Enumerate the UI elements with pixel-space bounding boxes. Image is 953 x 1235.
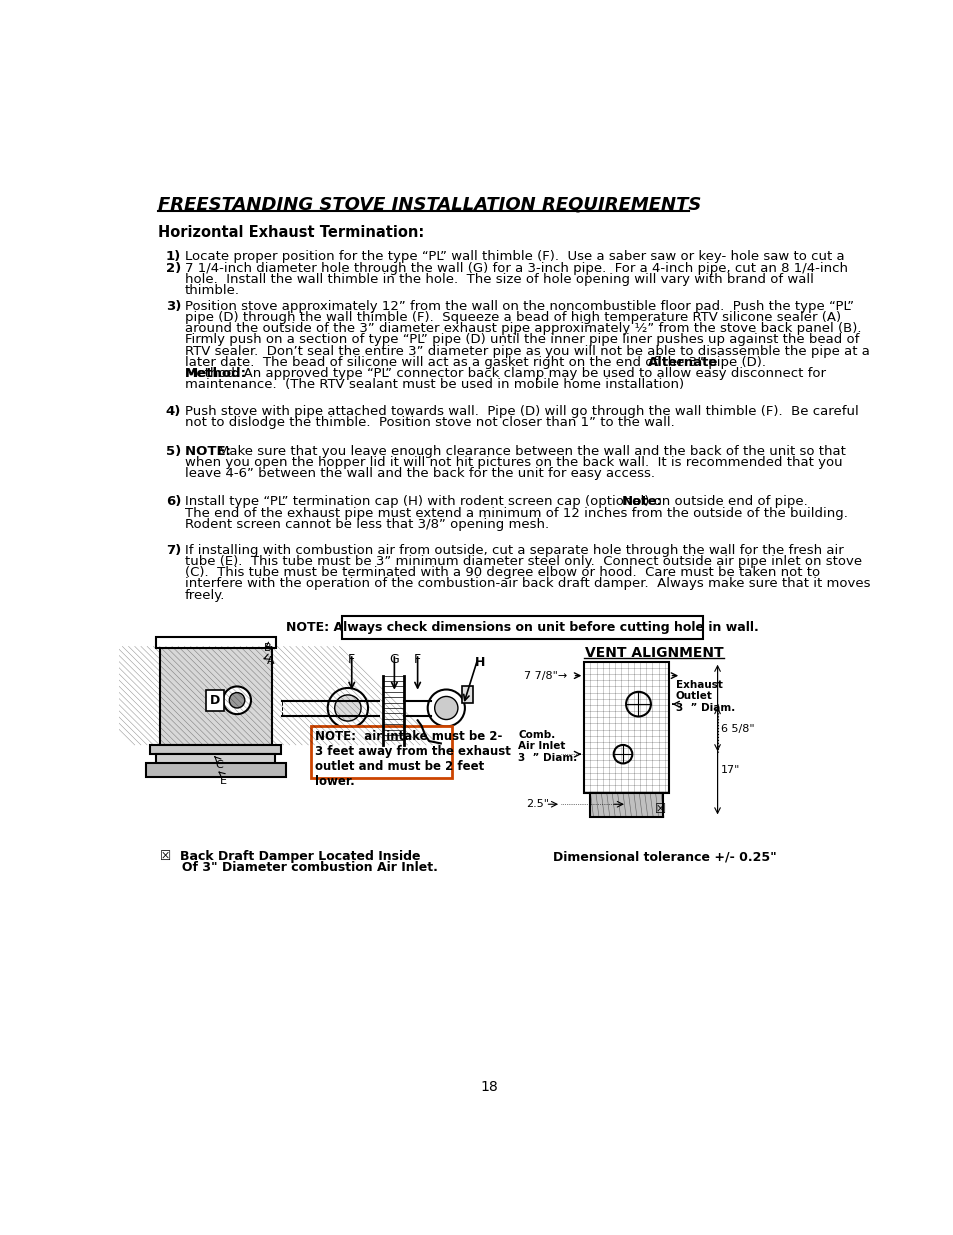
Text: Firmly push on a section of type “PL” pipe (D) until the inner pipe liner pushes: Firmly push on a section of type “PL” pi…	[185, 333, 859, 346]
Text: Make sure that you leave enough clearance between the wall and the back of the u: Make sure that you leave enough clearanc…	[218, 445, 845, 458]
Text: ☒  Back Draft Damper Located Inside: ☒ Back Draft Damper Located Inside	[159, 851, 419, 863]
Text: A: A	[266, 656, 274, 666]
Text: C: C	[215, 761, 223, 771]
Text: Dimensional tolerance +/- 0.25": Dimensional tolerance +/- 0.25"	[553, 851, 776, 863]
Text: NOTE: Always check dimensions on unit before cutting hole in wall.: NOTE: Always check dimensions on unit be…	[286, 621, 759, 634]
Circle shape	[223, 687, 251, 714]
Text: 6 5/8": 6 5/8"	[720, 724, 754, 734]
Text: Of 3" Diameter combustion Air Inlet.: Of 3" Diameter combustion Air Inlet.	[159, 861, 437, 874]
Text: F: F	[348, 652, 355, 666]
Text: F: F	[414, 652, 420, 666]
Text: H: H	[474, 656, 484, 669]
Circle shape	[435, 697, 457, 720]
Text: RTV sealer.  Don’t seal the entire 3” diameter pipe as you will not be able to d: RTV sealer. Don’t seal the entire 3” dia…	[185, 345, 869, 358]
Text: tube (E).  This tube must be 3” minimum diameter steel only.  Connect outside ai: tube (E). This tube must be 3” minimum d…	[185, 556, 862, 568]
Text: If installing with combustion air from outside, cut a separate hole through the : If installing with combustion air from o…	[185, 543, 843, 557]
Text: 5): 5)	[166, 445, 181, 458]
Text: 7 7/8"→: 7 7/8"→	[523, 671, 566, 680]
Text: D: D	[210, 694, 220, 706]
Text: Note:: Note:	[620, 495, 661, 509]
Text: Horizontal Exhaust Termination:: Horizontal Exhaust Termination:	[158, 225, 424, 240]
Text: Locate proper position for the type “PL” wall thimble (F).  Use a saber saw or k: Locate proper position for the type “PL”…	[185, 249, 843, 263]
Bar	[146, 763, 286, 777]
Text: FREESTANDING STOVE INSTALLATION REQUIREMENTS: FREESTANDING STOVE INSTALLATION REQUIREM…	[158, 196, 700, 214]
Text: freely.: freely.	[185, 589, 225, 601]
Text: 1): 1)	[166, 249, 181, 263]
Text: 7): 7)	[166, 543, 181, 557]
Text: 7 1/4-inch diameter hole through the wall (G) for a 3-inch pipe.  For a 4-inch p: 7 1/4-inch diameter hole through the wal…	[185, 262, 847, 275]
Circle shape	[229, 693, 245, 708]
Text: Install type “PL” termination cap (H) with rodent screen cap (optional) on outsi: Install type “PL” termination cap (H) wi…	[185, 495, 816, 509]
Text: thimble.: thimble.	[185, 284, 240, 298]
Circle shape	[625, 692, 650, 716]
Text: 4): 4)	[166, 405, 181, 417]
Text: G: G	[389, 652, 399, 666]
Bar	[156, 755, 274, 764]
Circle shape	[427, 689, 464, 726]
Text: interfere with the operation of the combustion-air back draft damper.  Always ma: interfere with the operation of the comb…	[185, 578, 870, 590]
Text: not to dislodge the thimble.  Position stove not closer than 1” to the wall.: not to dislodge the thimble. Position st…	[185, 416, 674, 429]
Bar	[583, 662, 669, 793]
Bar	[150, 745, 281, 755]
Text: E: E	[220, 776, 227, 785]
Text: Method:: Method:	[185, 367, 247, 380]
Circle shape	[335, 695, 360, 721]
Text: leave 4-6” between the wall and the back for the unit for easy access.: leave 4-6” between the wall and the back…	[185, 467, 655, 480]
Text: Push stove with pipe attached towards wall.  Pipe (D) will go through the wall t: Push stove with pipe attached towards wa…	[185, 405, 858, 417]
Text: B: B	[264, 643, 272, 653]
Text: ☒: ☒	[654, 803, 665, 816]
Text: pipe (D) through the wall thimble (F).  Squeeze a bead of high temperature RTV s: pipe (D) through the wall thimble (F). S…	[185, 311, 841, 324]
Text: 17": 17"	[720, 766, 740, 776]
Text: The end of the exhaust pipe must extend a minimum of 12 inches from the outside : The end of the exhaust pipe must extend …	[185, 506, 847, 520]
Text: Alternate: Alternate	[647, 356, 718, 369]
Text: 6): 6)	[166, 495, 181, 509]
Text: Method: An approved type “PL” connector back clamp may be used to allow easy dis: Method: An approved type “PL” connector …	[185, 367, 825, 380]
Text: 3): 3)	[166, 300, 181, 312]
Text: maintenance.  (The RTV sealant must be used in mobile home installation): maintenance. (The RTV sealant must be us…	[185, 378, 683, 391]
FancyBboxPatch shape	[342, 615, 702, 638]
Bar	[461, 685, 473, 703]
Bar	[159, 646, 272, 745]
Text: VENT ALIGNMENT: VENT ALIGNMENT	[584, 646, 722, 661]
Text: hole.  Install the wall thimble in the hole.  The size of hole opening will vary: hole. Install the wall thimble in the ho…	[185, 273, 813, 287]
Circle shape	[613, 745, 632, 763]
Bar	[590, 793, 662, 818]
Text: 2): 2)	[166, 262, 181, 275]
Text: when you open the hopper lid it will not hit pictures on the back wall.  It is r: when you open the hopper lid it will not…	[185, 456, 841, 469]
Text: later date.  The bead of silicone will act as a gasket right on the end of the 3: later date. The bead of silicone will ac…	[185, 356, 765, 369]
Text: NOTE:  air intake must be 2-
3 feet away from the exhaust
outlet and must be 2 f: NOTE: air intake must be 2- 3 feet away …	[315, 730, 511, 788]
Bar	[155, 637, 275, 648]
Text: 18: 18	[479, 1079, 497, 1094]
Text: (C).  This tube must be terminated with a 90 degree elbow or hood.  Care must be: (C). This tube must be terminated with a…	[185, 567, 820, 579]
FancyBboxPatch shape	[311, 726, 452, 778]
Text: Position stove approximately 12” from the wall on the noncombustible floor pad. : Position stove approximately 12” from th…	[185, 300, 853, 312]
Text: 2.5": 2.5"	[525, 799, 549, 809]
Text: Exhaust
Outlet
3  ” Diam.: Exhaust Outlet 3 ” Diam.	[675, 679, 734, 713]
Circle shape	[328, 688, 368, 727]
Text: Rodent screen cannot be less that 3/8” opening mesh.: Rodent screen cannot be less that 3/8” o…	[185, 517, 549, 531]
Text: NOTE:: NOTE:	[185, 445, 240, 458]
Text: around the outside of the 3” diameter exhaust pipe approximately ½” from the sto: around the outside of the 3” diameter ex…	[185, 322, 861, 335]
Text: Comb.
Air Inlet
3  ” Diam.: Comb. Air Inlet 3 ” Diam.	[517, 730, 577, 763]
